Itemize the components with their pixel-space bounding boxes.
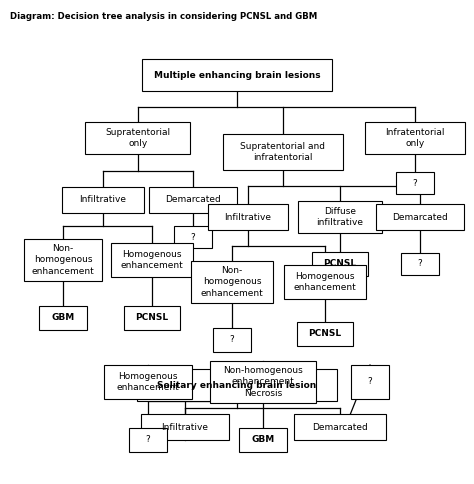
Text: Demarcated: Demarcated <box>392 212 448 222</box>
FancyBboxPatch shape <box>351 365 389 399</box>
Text: ?: ? <box>146 436 150 444</box>
Text: PCNSL: PCNSL <box>309 330 342 338</box>
FancyBboxPatch shape <box>141 414 229 440</box>
Text: Solitary enhancing brain lesion: Solitary enhancing brain lesion <box>157 380 317 390</box>
FancyBboxPatch shape <box>137 369 337 401</box>
FancyBboxPatch shape <box>284 265 366 299</box>
FancyBboxPatch shape <box>104 365 192 399</box>
FancyBboxPatch shape <box>401 253 439 275</box>
Text: Infiltrative: Infiltrative <box>162 423 209 432</box>
Text: ?: ? <box>413 179 418 187</box>
Text: GBM: GBM <box>51 314 74 322</box>
Text: ?: ? <box>191 232 195 242</box>
FancyBboxPatch shape <box>223 134 343 170</box>
Text: Infiltrative: Infiltrative <box>225 212 272 222</box>
FancyBboxPatch shape <box>39 306 87 330</box>
Text: Supratentorial
only: Supratentorial only <box>105 128 171 148</box>
Text: Diagram: Decision tree analysis in considering PCNSL and GBM: Diagram: Decision tree analysis in consi… <box>10 12 317 21</box>
Text: Non-homogenous
enhancement
Necrosis: Non-homogenous enhancement Necrosis <box>223 366 303 397</box>
FancyBboxPatch shape <box>62 187 144 213</box>
FancyBboxPatch shape <box>213 328 251 352</box>
Text: Demarcated: Demarcated <box>312 423 368 432</box>
FancyBboxPatch shape <box>210 361 316 403</box>
Text: Diffuse
infiltrative: Diffuse infiltrative <box>317 207 364 227</box>
Text: Homogenous
enhancement: Homogenous enhancement <box>120 250 183 270</box>
FancyBboxPatch shape <box>124 306 180 330</box>
Text: Non-
homogenous
enhancement: Non- homogenous enhancement <box>32 244 94 275</box>
FancyBboxPatch shape <box>294 414 386 440</box>
Text: Infiltrative: Infiltrative <box>80 196 127 205</box>
Text: Homogenous
enhancement: Homogenous enhancement <box>293 272 356 292</box>
Text: Infratentorial
only: Infratentorial only <box>385 128 445 148</box>
Text: Supratentorial and
infratentorial: Supratentorial and infratentorial <box>240 142 326 162</box>
FancyBboxPatch shape <box>239 428 287 452</box>
Text: ?: ? <box>368 378 373 387</box>
FancyBboxPatch shape <box>149 187 237 213</box>
FancyBboxPatch shape <box>111 243 193 277</box>
Text: ?: ? <box>229 335 234 345</box>
FancyBboxPatch shape <box>312 252 368 276</box>
FancyBboxPatch shape <box>24 239 102 281</box>
FancyBboxPatch shape <box>297 322 353 346</box>
FancyBboxPatch shape <box>129 428 167 452</box>
FancyBboxPatch shape <box>85 122 191 154</box>
FancyBboxPatch shape <box>365 122 465 154</box>
FancyBboxPatch shape <box>376 204 464 230</box>
Text: Multiple enhancing brain lesions: Multiple enhancing brain lesions <box>154 71 320 79</box>
FancyBboxPatch shape <box>396 172 434 194</box>
Text: Homogenous
enhancement: Homogenous enhancement <box>117 372 179 392</box>
Text: PCNSL: PCNSL <box>323 259 356 269</box>
Text: ?: ? <box>418 259 422 269</box>
Text: Non-
homogenous
enhancement: Non- homogenous enhancement <box>201 266 264 298</box>
Text: GBM: GBM <box>251 436 274 444</box>
FancyBboxPatch shape <box>191 261 273 303</box>
FancyBboxPatch shape <box>298 201 382 233</box>
FancyBboxPatch shape <box>142 59 332 91</box>
FancyBboxPatch shape <box>208 204 288 230</box>
Text: PCNSL: PCNSL <box>136 314 169 322</box>
FancyBboxPatch shape <box>174 226 212 248</box>
Text: Demarcated: Demarcated <box>165 196 221 205</box>
